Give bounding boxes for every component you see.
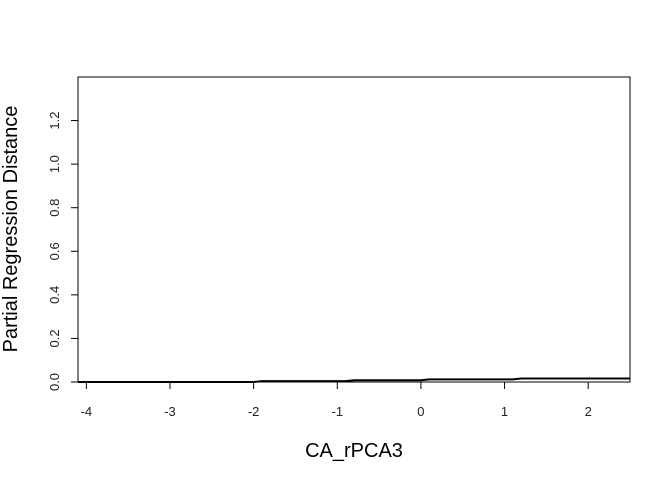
- x-axis: -4 -3 -2 -1 0 1 2: [81, 381, 592, 419]
- x-tick-label: -1: [331, 404, 343, 419]
- y-tick-label: 1.0: [47, 155, 62, 173]
- x-tick-label: -4: [81, 404, 93, 419]
- y-tick-label: 0.2: [47, 329, 62, 347]
- x-tick-label: 0: [417, 404, 424, 419]
- x-axis-title: CA_rPCA3: [305, 440, 403, 462]
- x-tick-label: 2: [585, 404, 592, 419]
- y-axis-title: Partial Regression Distance: [0, 106, 22, 353]
- x-tick-label: -2: [248, 404, 260, 419]
- plot-frame: [77, 76, 631, 383]
- y-axis: 0.0 0.2 0.4 0.6 0.8 1.0 1.2: [47, 112, 79, 391]
- y-tick-label: 0.8: [47, 199, 62, 217]
- series-layer: [78, 377, 630, 383]
- x-tick-label: -3: [164, 404, 176, 419]
- series-line: [78, 377, 630, 383]
- y-tick-label: 1.2: [47, 112, 62, 130]
- y-tick-label: 0.4: [47, 286, 62, 304]
- y-tick-label: 0.0: [47, 373, 62, 391]
- y-tick-label: 0.6: [47, 242, 62, 260]
- x-tick-label: 1: [501, 404, 508, 419]
